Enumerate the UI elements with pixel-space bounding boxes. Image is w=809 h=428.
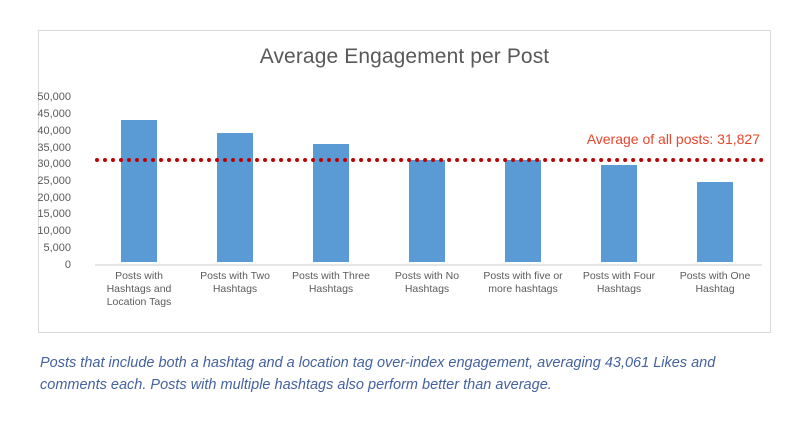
y-axis-tick-label: 20,000 <box>37 192 71 204</box>
x-axis-baseline <box>95 264 762 266</box>
x-axis-label-posts-with-three-hashtags: Posts with Three Hashtags <box>291 270 370 295</box>
average-reference-line <box>95 157 764 162</box>
y-axis-tick-label: 15,000 <box>37 208 71 220</box>
y-axis-tick-label: 5,000 <box>43 242 71 254</box>
x-axis-label-posts-with-one-hashtag: Posts with One Hashtag <box>679 270 751 295</box>
chart-title: Average Engagement per Post <box>259 45 550 68</box>
x-axis-label-posts-with-hashtags-and-location-tags: Posts with Hashtags and Location Tags <box>106 270 172 308</box>
bar-posts-with-four-hashtags[interactable] <box>601 165 637 262</box>
y-axis-tick-label: 25,000 <box>37 175 71 187</box>
y-axis-tick-label: 0 <box>64 259 71 271</box>
average-reference-label: Average of all posts: 31,827 <box>586 130 760 147</box>
bar-posts-with-one-hashtag[interactable] <box>697 181 733 262</box>
bars-layer <box>39 31 770 332</box>
y-axis-tick-label: 10,000 <box>37 225 71 237</box>
x-axis-label-posts-with-five-or-more-hashtags: Posts with five or more hashtags <box>483 270 563 295</box>
y-axis-tick-label: 35,000 <box>37 142 71 154</box>
y-axis-tick-label: 45,000 <box>37 108 71 120</box>
bar-posts-with-five-or-more-hashtags[interactable] <box>505 160 541 262</box>
y-axis-tick-label: 40,000 <box>37 125 71 137</box>
chart-caption: Posts that include both a hashtag and a … <box>40 355 716 393</box>
y-axis-tick-label: 30,000 <box>37 158 71 170</box>
x-axis-label-posts-with-four-hashtags: Posts with Four Hashtags <box>582 270 656 295</box>
x-axis-label-posts-with-no-hashtags: Posts with No Hashtags <box>394 270 460 295</box>
plot-area: 50,000 45,000 40,000 35,000 30,000 25,00… <box>37 31 770 332</box>
bar-posts-with-no-hashtags[interactable] <box>409 160 445 262</box>
y-axis-tick-label: 50,000 <box>37 91 71 103</box>
x-axis-label-posts-with-two-hashtags: Posts with Two Hashtags <box>200 270 270 295</box>
bar-posts-with-three-hashtags[interactable] <box>313 143 349 262</box>
chart-panel: Average Engagement per Post 50,000 45,00… <box>37 30 771 333</box>
bar-posts-with-hashtags-and-location-tags[interactable] <box>121 120 157 262</box>
bar-posts-with-two-hashtags[interactable] <box>217 133 253 262</box>
